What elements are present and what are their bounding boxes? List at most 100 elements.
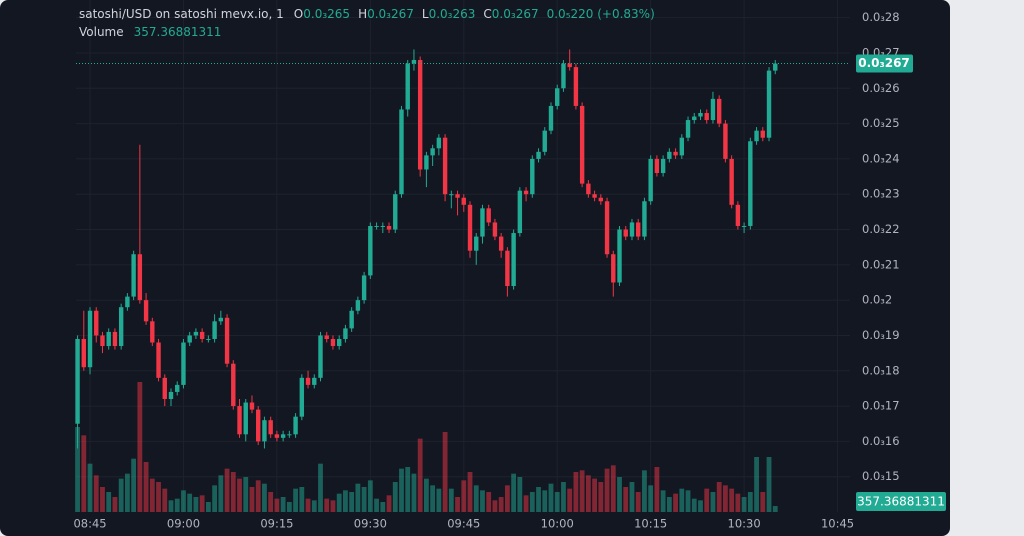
o-label: O: [294, 7, 303, 21]
volume-bar: [710, 492, 716, 512]
volume-bar: [648, 485, 654, 512]
volume-bar: [305, 498, 311, 512]
candle-body: [648, 158, 653, 202]
volume-bar: [218, 475, 224, 512]
l-label: L: [422, 7, 429, 21]
volume-bar: [411, 473, 417, 512]
y-tick-label: 0.0₃26: [862, 81, 900, 95]
volume-label: Volume: [79, 25, 124, 39]
volume-bar: [517, 477, 523, 512]
volume-bar: [585, 475, 591, 512]
candle-body: [667, 151, 672, 159]
candle-body: [579, 105, 585, 184]
candle-body: [760, 130, 765, 138]
candle-body: [206, 338, 211, 340]
candle-body: [162, 377, 167, 400]
candle-body: [224, 317, 230, 364]
volume-bar: [729, 488, 735, 512]
volume-bar: [417, 438, 423, 512]
change: 0.0₅220 (+0.83%): [547, 7, 655, 21]
candle-body: [181, 342, 186, 385]
candle-body: [380, 225, 385, 227]
candle-body: [766, 70, 772, 138]
volume-bar: [554, 492, 560, 512]
candle-body: [299, 377, 305, 417]
candle-body: [324, 335, 329, 339]
volume-bar: [542, 490, 548, 512]
volume-bar: [498, 497, 504, 512]
volume-bar: [666, 497, 672, 512]
candle-body: [262, 420, 267, 442]
volume-bar: [430, 485, 436, 512]
candle-body: [75, 338, 80, 424]
candle-body: [386, 225, 392, 230]
volume-bar: [380, 502, 386, 512]
candle-body: [430, 148, 435, 156]
candle-body: [193, 331, 199, 336]
candle-body: [368, 225, 373, 276]
candle-body: [542, 130, 547, 152]
volume-bar: [461, 480, 467, 512]
volume-bar: [741, 497, 747, 512]
candle-body: [87, 310, 93, 368]
volume-bar: [199, 495, 205, 512]
volume-bar: [529, 492, 535, 512]
candle-body: [237, 406, 242, 435]
x-tick-label: 10:00: [541, 517, 574, 531]
candle-body: [505, 250, 510, 287]
candle-body: [636, 222, 641, 237]
volume-layer: [75, 382, 778, 512]
volume-bar: [112, 497, 118, 512]
candle-body: [143, 300, 149, 322]
candle-body: [361, 275, 367, 301]
candle-body: [131, 254, 136, 297]
candle-body: [442, 137, 448, 195]
y-tick-label: 0.0₃17: [862, 399, 900, 413]
volume-bar: [181, 490, 186, 512]
candle-body: [530, 158, 535, 195]
candle-body: [573, 67, 579, 106]
x-tick-label: 09:45: [447, 517, 480, 531]
volume-bar: [598, 482, 604, 512]
candle-body: [94, 310, 99, 336]
candle-body: [548, 105, 554, 131]
volume-bar: [212, 485, 218, 512]
volume-bar: [698, 500, 703, 512]
y-tick-label: 0.0₃24: [862, 151, 900, 165]
volume-bar: [567, 488, 573, 512]
volume-bar: [754, 457, 759, 512]
volume-bar: [723, 485, 728, 512]
open: 0.0₃265: [303, 7, 350, 21]
candle-body: [330, 338, 336, 347]
axes: 0.0₃280.0₃270.0₃260.0₃250.0₃240.0₃230.0₃…: [73, 10, 946, 531]
volume-bar: [467, 472, 473, 512]
volume-bar: [448, 488, 454, 512]
y-tick-label: 0.0₃23: [862, 187, 900, 201]
volume-bar: [330, 500, 336, 512]
candle-body: [280, 434, 286, 438]
volume-bar: [361, 487, 367, 512]
candle-body: [81, 338, 86, 368]
volume-bar: [548, 483, 554, 512]
volume-bar: [579, 470, 585, 512]
candle-body: [175, 384, 180, 392]
volume-bar: [237, 478, 242, 512]
candle-body: [523, 190, 529, 195]
volume-bar: [106, 492, 112, 512]
candle-body: [349, 310, 354, 329]
candle-body: [411, 60, 417, 64]
candle-body: [679, 137, 685, 156]
close: 0.0₃267: [492, 7, 539, 21]
volume-bar: [642, 470, 647, 512]
volume-bar: [772, 506, 778, 512]
chart-panel: [0, 0, 950, 536]
volume-bar: [187, 493, 193, 512]
candle-body: [492, 222, 498, 237]
volume-bar: [679, 488, 685, 512]
candle-body: [474, 236, 479, 251]
volume-bar: [480, 490, 485, 512]
volume-bar: [442, 432, 448, 512]
candle-body: [287, 434, 292, 436]
volume-bar: [156, 482, 161, 512]
candle-body: [704, 112, 709, 121]
